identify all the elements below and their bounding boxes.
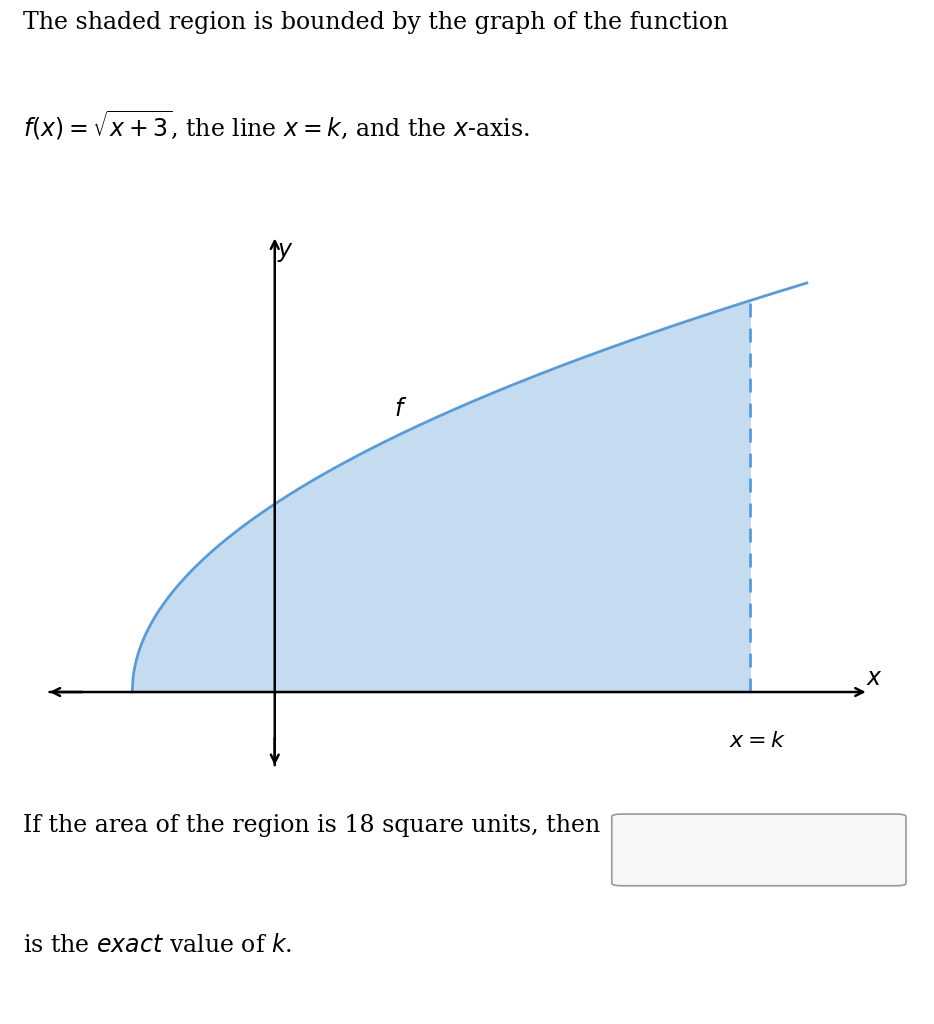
Text: $y$: $y$ xyxy=(276,241,293,264)
Text: $x = k$: $x = k$ xyxy=(729,730,785,752)
Text: $x$: $x$ xyxy=(866,668,883,690)
Text: $f$: $f$ xyxy=(393,398,407,421)
Text: If the area of the region is 18 square units, then: If the area of the region is 18 square u… xyxy=(23,814,601,837)
FancyBboxPatch shape xyxy=(612,814,906,886)
Text: is the $\mathit{exact}$ value of $k$.: is the $\mathit{exact}$ value of $k$. xyxy=(23,934,292,957)
Text: $f(x) = \sqrt{x + 3}$, the line $x = k$, and the $x$-axis.: $f(x) = \sqrt{x + 3}$, the line $x = k$,… xyxy=(23,109,530,141)
Text: The shaded region is bounded by the graph of the function: The shaded region is bounded by the grap… xyxy=(23,11,729,34)
